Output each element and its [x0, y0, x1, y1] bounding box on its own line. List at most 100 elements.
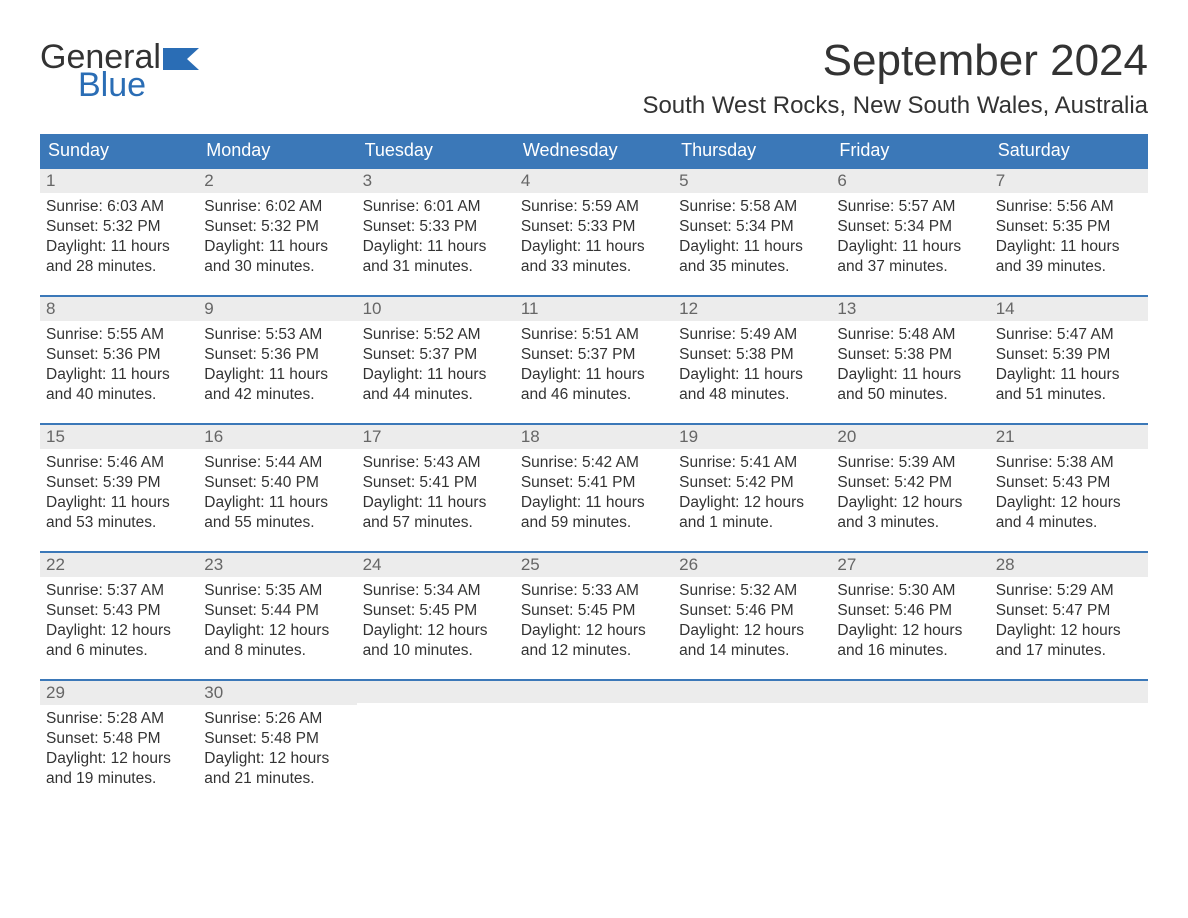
calendar-day-cell: 5Sunrise: 5:58 AMSunset: 5:34 PMDaylight… — [673, 168, 831, 296]
calendar-day-cell: 8Sunrise: 5:55 AMSunset: 5:36 PMDaylight… — [40, 296, 198, 424]
calendar-day-cell: 9Sunrise: 5:53 AMSunset: 5:36 PMDaylight… — [198, 296, 356, 424]
calendar-day-cell: 26 Sunrise: 5:32 AMSunset: 5:46 PMDayligh… — [673, 552, 831, 680]
dl2-line: and 1 minute. — [679, 513, 825, 533]
day-details: Sunrise: 6:03 AMSunset: 5:32 PMDaylight:… — [40, 193, 198, 282]
sunrise-line: Sunrise: 5:44 AM — [204, 453, 350, 473]
header: General Blue September 2024 South West R… — [40, 20, 1148, 130]
day-details: Sunrise: 6:02 AMSunset: 5:32 PMDaylight:… — [198, 193, 356, 282]
day-details: Sunrise: 5:52 AMSunset: 5:37 PMDaylight:… — [357, 321, 515, 410]
dl1-line: Daylight: 12 hours — [204, 621, 350, 641]
sunrise-line: Sunrise: 5:32 AM — [679, 581, 825, 601]
dl2-line: and 50 minutes. — [837, 385, 983, 405]
dl2-line: and 14 minutes. — [679, 641, 825, 661]
calendar-day-cell: 22Sunrise: 5:37 AMSunset: 5:43 PMDayligh… — [40, 552, 198, 680]
day-details: Sunrise: 5:56 AMSunset: 5:35 PMDaylight:… — [990, 193, 1148, 282]
sunset-line: Sunset: 5:36 PM — [46, 345, 192, 365]
day-details: Sunrise: 6:01 AMSunset: 5:33 PMDaylight:… — [357, 193, 515, 282]
sunset-line: Sunset: 5:45 PM — [521, 601, 667, 621]
location-subtitle: South West Rocks, New South Wales, Austr… — [642, 92, 1148, 120]
dl2-line: and 33 minutes. — [521, 257, 667, 277]
calendar-day-cell: 17Sunrise: 5:43 AMSunset: 5:41 PMDayligh… — [357, 424, 515, 552]
dl1-line: Daylight: 12 hours — [837, 493, 983, 513]
dl1-line: Daylight: 11 hours — [363, 493, 509, 513]
dl1-line: Daylight: 12 hours — [204, 749, 350, 769]
day-details — [990, 703, 1148, 711]
sunset-line: Sunset: 5:43 PM — [46, 601, 192, 621]
calendar-day-cell: 7Sunrise: 5:56 AMSunset: 5:35 PMDaylight… — [990, 168, 1148, 296]
day-details: Sunrise: 5:55 AMSunset: 5:36 PMDaylight:… — [40, 321, 198, 410]
calendar-week-row: 8Sunrise: 5:55 AMSunset: 5:36 PMDaylight… — [40, 296, 1148, 424]
weekday-header: Sunday — [40, 134, 198, 168]
sunset-line: Sunset: 5:48 PM — [204, 729, 350, 749]
calendar-day-cell: 4Sunrise: 5:59 AMSunset: 5:33 PMDaylight… — [515, 168, 673, 296]
dl2-line: and 53 minutes. — [46, 513, 192, 533]
day-details: Sunrise: 5:33 AMSunset: 5:45 PMDaylight:… — [515, 577, 673, 666]
day-number: 16 — [198, 425, 356, 449]
calendar-day-cell: 18Sunrise: 5:42 AMSunset: 5:41 PMDayligh… — [515, 424, 673, 552]
sunrise-line: Sunrise: 5:51 AM — [521, 325, 667, 345]
dl2-line: and 57 minutes. — [363, 513, 509, 533]
dl1-line: Daylight: 11 hours — [996, 237, 1142, 257]
day-details: Sunrise: 5:43 AMSunset: 5:41 PMDaylight:… — [357, 449, 515, 538]
day-number: 9 — [198, 297, 356, 321]
day-number: 30 — [198, 681, 356, 705]
dl1-line: Daylight: 12 hours — [679, 621, 825, 641]
dl2-line: and 21 minutes. — [204, 769, 350, 789]
sunrise-line: Sunrise: 5:58 AM — [679, 197, 825, 217]
sunset-line: Sunset: 5:46 PM — [679, 601, 825, 621]
calendar-day-cell: 23Sunrise: 5:35 AMSunset: 5:44 PMDayligh… — [198, 552, 356, 680]
dl1-line: Daylight: 11 hours — [204, 237, 350, 257]
sunset-line: Sunset: 5:48 PM — [46, 729, 192, 749]
month-title: September 2024 — [642, 36, 1148, 86]
dl2-line: and 3 minutes. — [837, 513, 983, 533]
day-number: 28 — [990, 553, 1148, 577]
weekday-header: Monday — [198, 134, 356, 168]
dl1-line: Daylight: 11 hours — [521, 365, 667, 385]
sunset-line: Sunset: 5:32 PM — [46, 217, 192, 237]
sunrise-line: Sunrise: 5:26 AM — [204, 709, 350, 729]
day-number — [357, 681, 515, 703]
calendar-day-cell: 6Sunrise: 5:57 AMSunset: 5:34 PMDaylight… — [831, 168, 989, 296]
day-number: 18 — [515, 425, 673, 449]
day-number: 10 — [357, 297, 515, 321]
day-details — [831, 703, 989, 711]
calendar-week-row: 29Sunrise: 5:28 AMSunset: 5:48 PMDayligh… — [40, 680, 1148, 808]
calendar-day-cell: 10Sunrise: 5:52 AMSunset: 5:37 PMDayligh… — [357, 296, 515, 424]
weekday-header: Friday — [831, 134, 989, 168]
dl1-line: Daylight: 12 hours — [363, 621, 509, 641]
dl1-line: Daylight: 11 hours — [46, 237, 192, 257]
calendar-day-cell: 29Sunrise: 5:28 AMSunset: 5:48 PMDayligh… — [40, 680, 198, 808]
day-details: Sunrise: 5:57 AMSunset: 5:34 PMDaylight:… — [831, 193, 989, 282]
calendar-day-cell: 21Sunrise: 5:38 AMSunset: 5:43 PMDayligh… — [990, 424, 1148, 552]
sunset-line: Sunset: 5:43 PM — [996, 473, 1142, 493]
sunset-line: Sunset: 5:37 PM — [521, 345, 667, 365]
sunset-line: Sunset: 5:35 PM — [996, 217, 1142, 237]
calendar-day-cell — [831, 680, 989, 808]
weekday-header-row: Sunday Monday Tuesday Wednesday Thursday… — [40, 134, 1148, 168]
weekday-header: Thursday — [673, 134, 831, 168]
dl1-line: Daylight: 11 hours — [679, 365, 825, 385]
sunset-line: Sunset: 5:41 PM — [363, 473, 509, 493]
calendar-day-cell: 12Sunrise: 5:49 AMSunset: 5:38 PMDayligh… — [673, 296, 831, 424]
day-number — [831, 681, 989, 703]
sunset-line: Sunset: 5:33 PM — [521, 217, 667, 237]
sunrise-line: Sunrise: 5:29 AM — [996, 581, 1142, 601]
calendar-day-cell: 13Sunrise: 5:48 AMSunset: 5:38 PMDayligh… — [831, 296, 989, 424]
dl2-line: and 48 minutes. — [679, 385, 825, 405]
dl2-line: and 6 minutes. — [46, 641, 192, 661]
sunrise-line: Sunrise: 5:57 AM — [837, 197, 983, 217]
day-number — [515, 681, 673, 703]
day-number: 22 — [40, 553, 198, 577]
dl1-line: Daylight: 11 hours — [46, 493, 192, 513]
title-block: September 2024 South West Rocks, New Sou… — [642, 20, 1148, 130]
day-details: Sunrise: 5:30 AMSunset: 5:46 PMDaylight:… — [831, 577, 989, 666]
dl1-line: Daylight: 12 hours — [521, 621, 667, 641]
calendar-week-row: 22Sunrise: 5:37 AMSunset: 5:43 PMDayligh… — [40, 552, 1148, 680]
sunset-line: Sunset: 5:32 PM — [204, 217, 350, 237]
sunset-line: Sunset: 5:33 PM — [363, 217, 509, 237]
day-number: 7 — [990, 169, 1148, 193]
day-number: 3 — [357, 169, 515, 193]
day-details — [357, 703, 515, 711]
dl1-line: Daylight: 12 hours — [46, 749, 192, 769]
day-number: 26 — [673, 553, 831, 577]
